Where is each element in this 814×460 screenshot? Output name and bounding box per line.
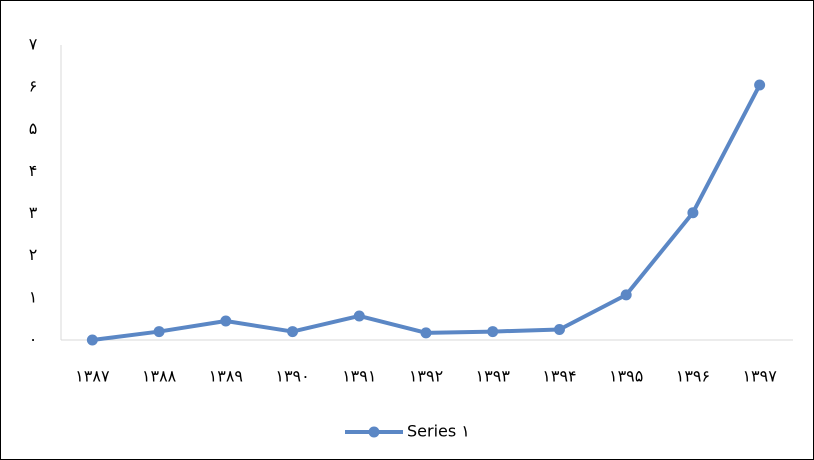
data-point [421, 327, 432, 338]
x-tick-label: ۱۳۹۴ [542, 367, 576, 386]
x-tick-label: ۱۳۹۰ [275, 367, 309, 386]
x-tick-label: ۱۳۸۷ [75, 367, 110, 386]
data-point [154, 326, 165, 337]
x-tick-label: ۱۳۸۹ [209, 367, 243, 386]
x-tick-label: ۱۳۹۳ [476, 367, 511, 386]
legend-label: Series ۱ [407, 422, 470, 441]
chart-border [1, 1, 814, 460]
x-tick-label: ۱۳۹۵ [609, 367, 643, 386]
y-tick-label: ۵ [29, 119, 38, 138]
data-point [220, 316, 231, 327]
y-tick-label: ۶ [29, 77, 38, 96]
y-tick-label: ۳ [29, 203, 38, 222]
chart: ۰ ۱ ۲ ۳ ۴ ۵ ۶ ۷ ۱۳۸۷ ۱۳۸۸ ۱۳۸۹ ۱۳۹۰ ۱۳۹۱ ۱۳۹۲ ۱۳۹۳ ۱۳۹۴… [0, 0, 814, 460]
x-tick-label: ۱۳۸۸ [142, 367, 177, 386]
y-tick-label: ۴ [29, 161, 38, 180]
x-tick-label: ۱۳۹۲ [409, 367, 443, 386]
y-tick-label: ۱ [29, 287, 38, 306]
data-point [87, 335, 98, 346]
data-point [554, 324, 565, 335]
data-point [487, 326, 498, 337]
x-tick-label: ۱۳۹۷ [742, 367, 777, 386]
y-tick-label: ۷ [29, 35, 38, 54]
x-tick-label: ۱۳۹۱ [342, 367, 376, 386]
y-tick-label: ۲ [29, 245, 38, 264]
data-point [754, 80, 765, 91]
data-point [687, 207, 698, 218]
x-tick-label: ۱۳۹۶ [676, 367, 710, 386]
data-point [354, 310, 365, 321]
data-point [621, 289, 632, 300]
data-point [287, 326, 298, 337]
y-tick-label: ۰ [29, 330, 38, 349]
legend-marker [369, 427, 380, 438]
